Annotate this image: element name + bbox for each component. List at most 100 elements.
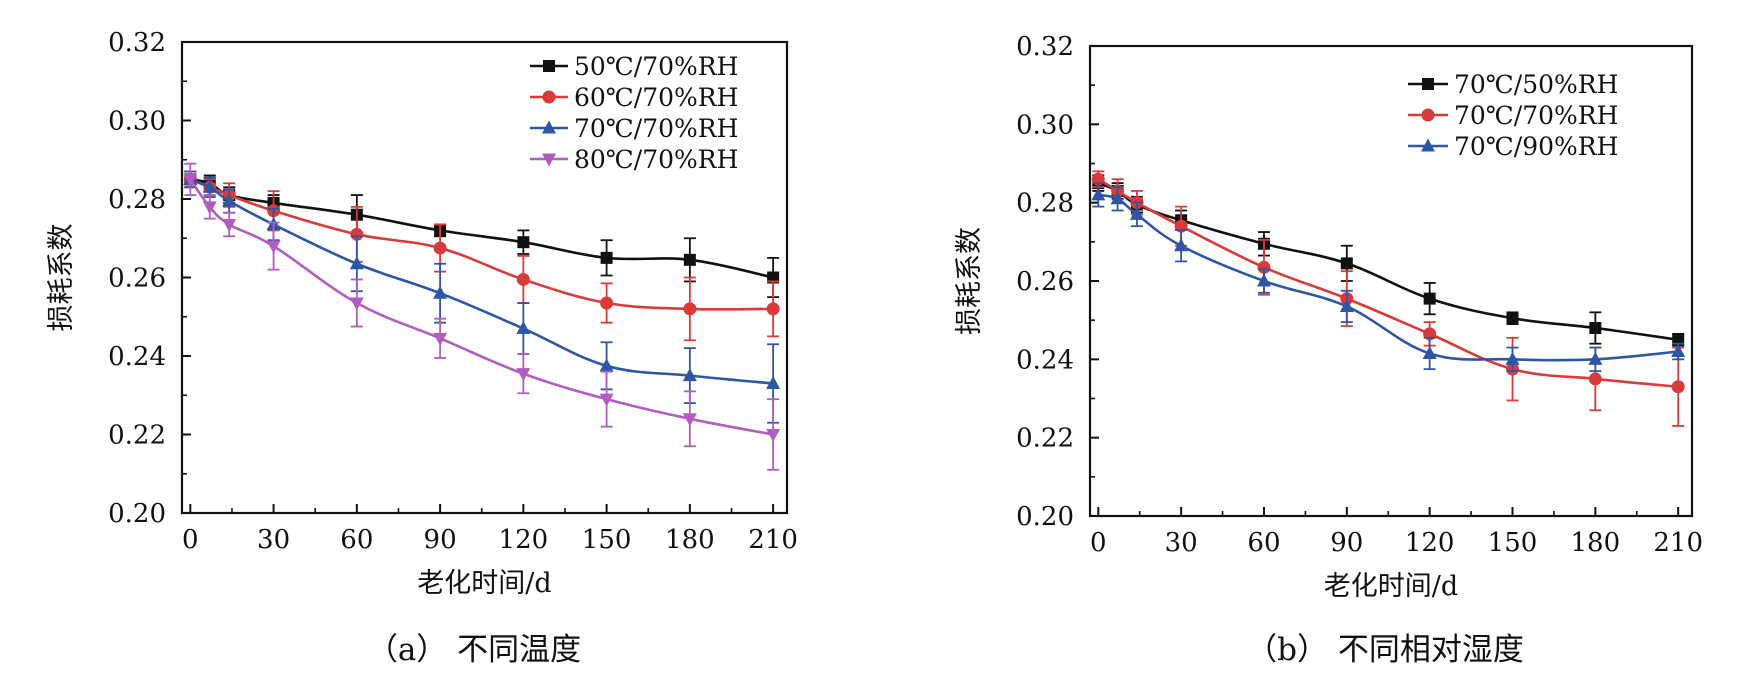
data-point bbox=[349, 256, 364, 270]
legend-marker bbox=[542, 90, 556, 104]
legend-marker bbox=[1421, 138, 1435, 152]
y-tick-label: 0.28 bbox=[1016, 189, 1074, 219]
figure-caption: （b） 不同相对湿度 bbox=[1246, 632, 1524, 668]
data-point bbox=[600, 251, 613, 264]
data-point bbox=[682, 413, 697, 427]
data-point bbox=[433, 241, 447, 255]
data-point bbox=[1423, 292, 1436, 305]
data-point bbox=[516, 272, 530, 286]
data-point bbox=[1256, 273, 1271, 287]
series-line bbox=[189, 178, 774, 311]
series-2 bbox=[183, 170, 781, 424]
data-point bbox=[222, 193, 237, 207]
data-point bbox=[1174, 238, 1189, 252]
y-tick-label: 0.20 bbox=[1016, 502, 1074, 532]
figure-caption: （a） 不同温度 bbox=[367, 632, 581, 668]
x-tick-label: 0 bbox=[1090, 528, 1107, 558]
series-line bbox=[1098, 193, 1679, 362]
data-point bbox=[599, 393, 614, 407]
x-tick-label: 180 bbox=[665, 525, 715, 555]
data-point bbox=[202, 179, 217, 193]
y-tick-label: 0.28 bbox=[108, 185, 166, 215]
legend-label: 70℃/90%RH bbox=[1454, 132, 1618, 161]
x-tick-label: 210 bbox=[1653, 528, 1703, 558]
series-line bbox=[189, 178, 774, 436]
y-tick-label: 0.24 bbox=[108, 342, 166, 372]
y-tick-label: 0.32 bbox=[1016, 32, 1074, 62]
data-point bbox=[349, 297, 364, 311]
y-tick-label: 0.32 bbox=[108, 28, 166, 58]
data-point bbox=[1129, 206, 1144, 220]
legend-label: 60℃/70%RH bbox=[574, 83, 738, 112]
data-point bbox=[266, 240, 281, 254]
y-axis-title: 损耗系数 bbox=[46, 224, 77, 332]
y-tick-label: 0.26 bbox=[108, 264, 166, 294]
data-point bbox=[1589, 322, 1602, 334]
legend-entry: 50℃/70%RH bbox=[530, 52, 738, 81]
data-point bbox=[222, 219, 237, 233]
data-point bbox=[1671, 380, 1685, 394]
data-point bbox=[1672, 333, 1685, 346]
legend-marker bbox=[542, 120, 556, 134]
x-tick-label: 60 bbox=[1247, 528, 1280, 558]
series-line bbox=[1097, 178, 1679, 389]
data-point bbox=[683, 253, 696, 266]
series-line bbox=[189, 178, 774, 385]
data-point bbox=[1257, 260, 1271, 274]
x-axis-title: 老化时间/d bbox=[417, 568, 551, 599]
series-2 bbox=[1091, 182, 1686, 372]
data-point bbox=[183, 173, 198, 187]
data-point bbox=[516, 321, 531, 335]
legend-entry: 60℃/70%RH bbox=[530, 83, 738, 112]
data-point bbox=[766, 429, 781, 442]
legend-label: 80℃/70%RH bbox=[574, 145, 738, 174]
series-line bbox=[1097, 181, 1679, 342]
x-tick-label: 120 bbox=[499, 525, 549, 555]
data-point bbox=[1588, 351, 1603, 365]
legend-entry: 80℃/70%RH bbox=[530, 145, 738, 174]
x-tick-label: 120 bbox=[1405, 528, 1455, 558]
series-1 bbox=[1091, 170, 1685, 427]
data-point bbox=[1506, 312, 1519, 325]
data-point bbox=[516, 368, 531, 382]
data-point bbox=[517, 236, 530, 249]
data-point bbox=[350, 227, 364, 241]
series-3 bbox=[183, 162, 781, 471]
legend-marker bbox=[1422, 78, 1434, 90]
legend-entry: 70℃/50%RH bbox=[1408, 70, 1618, 99]
data-point bbox=[767, 271, 780, 284]
legend-label: 50℃/70%RH bbox=[574, 52, 738, 81]
x-axis-title: 老化时间/d bbox=[1324, 571, 1458, 602]
y-axis-title: 损耗系数 bbox=[954, 227, 985, 335]
legend-marker bbox=[542, 153, 556, 167]
y-tick-label: 0.20 bbox=[108, 499, 166, 529]
chart-b-humidity: 0 30 60 90 120 150 180 210 0.20 0.22 0.24 0.26 0.28 0… bbox=[954, 32, 1703, 668]
y-tick-label: 0.30 bbox=[1016, 110, 1074, 140]
data-point bbox=[433, 332, 448, 346]
data-point bbox=[1505, 351, 1520, 365]
x-tick-label: 210 bbox=[748, 525, 798, 555]
legend-label: 70℃/70%RH bbox=[1454, 101, 1618, 130]
data-point bbox=[599, 358, 614, 372]
legend-marker bbox=[543, 60, 555, 72]
y-tick-label: 0.30 bbox=[108, 107, 166, 137]
x-tick-label: 180 bbox=[1571, 528, 1621, 558]
data-point bbox=[683, 302, 697, 316]
data-point bbox=[600, 296, 614, 310]
y-tick-label: 0.26 bbox=[1016, 267, 1074, 297]
data-point bbox=[1671, 344, 1686, 357]
x-tick-label: 30 bbox=[257, 525, 290, 555]
legend-entry: 70℃/70%RH bbox=[530, 114, 738, 143]
data-point bbox=[1091, 187, 1106, 201]
data-point bbox=[1588, 372, 1602, 386]
legend-label: 70℃/50%RH bbox=[1454, 70, 1618, 99]
x-tick-label: 90 bbox=[424, 525, 457, 555]
x-tick-label: 150 bbox=[1488, 528, 1538, 558]
y-tick-label: 0.22 bbox=[108, 421, 166, 451]
data-point bbox=[1340, 257, 1353, 270]
data-point bbox=[766, 375, 781, 389]
y-tick-label: 0.24 bbox=[1016, 345, 1074, 375]
data-point bbox=[202, 201, 217, 215]
x-tick-label: 90 bbox=[1330, 528, 1363, 558]
